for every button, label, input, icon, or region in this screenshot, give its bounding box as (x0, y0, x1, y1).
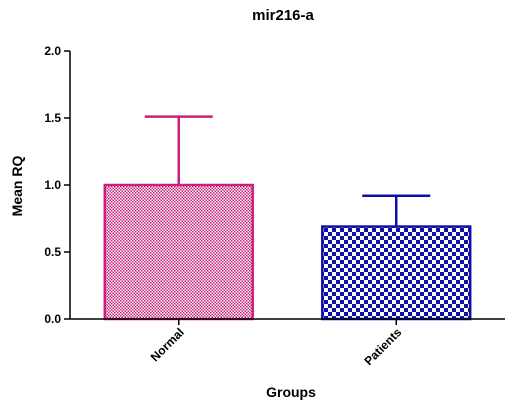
bar-normal (103, 183, 254, 321)
y-axis-label: Mean RQ (9, 156, 25, 217)
x-tick-label-normal: Normal (148, 325, 187, 364)
x-axis: Normal Patients (70, 318, 505, 368)
x-axis-label: Groups (266, 384, 316, 400)
y-tick-label: 2.0 (44, 44, 61, 58)
x-tick-label-patients: Patients (361, 325, 404, 368)
bar-patients (321, 225, 472, 321)
y-tick-label: 0.5 (44, 245, 61, 259)
bars-group (103, 183, 472, 321)
y-tick-label: 1.0 (44, 178, 61, 192)
error-bars-group (144, 115, 431, 227)
y-axis: 0.0 0.5 1.0 1.5 2.0 (44, 44, 71, 326)
y-tick-label: 0.0 (44, 312, 61, 326)
y-tick-label: 1.5 (44, 111, 61, 125)
chart-title: mir216-a (252, 7, 314, 24)
